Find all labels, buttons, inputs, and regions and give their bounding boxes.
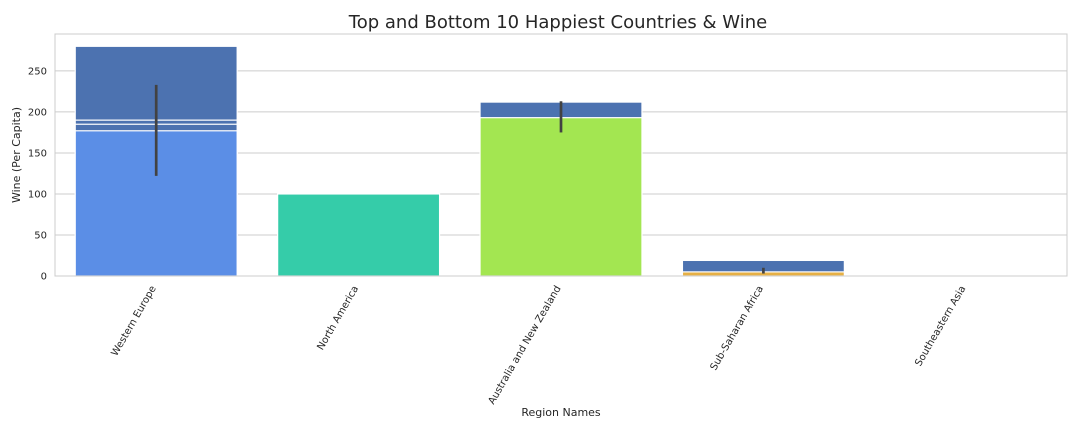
x-tick-labels: Western Europe North America Australia and… [110, 284, 969, 407]
bars [74, 45, 845, 277]
x-tick-label: Australia and New Zealand [487, 284, 564, 407]
bar-australia-and-new-zealand-layer-3 [479, 117, 643, 277]
bar-north-america-layer-3 [277, 193, 441, 277]
y-tick-label: 100 [28, 189, 47, 200]
y-tick-label: 0 [41, 272, 47, 283]
y-axis-title: Wine (Per Capita) [10, 107, 23, 203]
y-tick-label: 150 [28, 148, 47, 159]
y-tick-label: 200 [28, 107, 47, 118]
x-tick-label: North America [315, 284, 361, 352]
y-tick-labels: 0 50 100 150 200 250 [28, 66, 47, 282]
chart-title: Top and Bottom 10 Happiest Countries & W… [348, 12, 767, 33]
x-tick-label: Southeastern Asia [913, 284, 968, 368]
x-axis-title: Region Names [521, 406, 601, 419]
y-tick-label: 50 [34, 230, 47, 241]
y-tick-label: 250 [28, 66, 47, 77]
x-tick-label: Western Europe [110, 284, 159, 358]
plot-frame [54, 33, 1068, 277]
x-tick-label: Sub-Saharan Africa [709, 284, 766, 373]
error-bars [154, 84, 765, 274]
